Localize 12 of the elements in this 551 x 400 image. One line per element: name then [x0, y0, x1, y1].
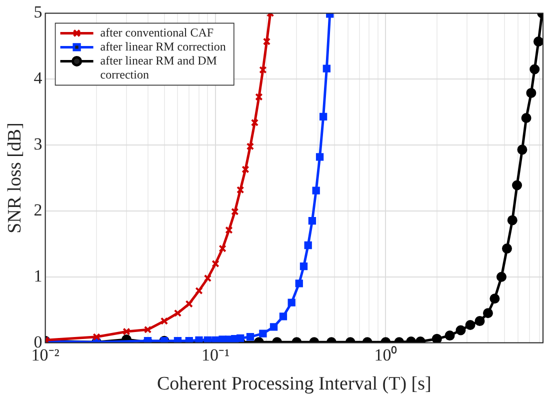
- legend-label: after conventional CAF: [100, 25, 214, 40]
- y-tick-label: 1: [34, 266, 42, 286]
- y-tick-label: 2: [34, 200, 42, 220]
- y-tick-label: 5: [34, 2, 42, 22]
- legend-label: after linear RM correction: [100, 39, 226, 54]
- x-axis-title: Coherent Processing Interval (T) [s]: [156, 374, 432, 395]
- legend-label: after linear RM and DM correction: [100, 53, 218, 82]
- x-tick-label: 10⁻¹: [201, 345, 230, 364]
- x-tick-label: 10⁰: [374, 345, 398, 364]
- y-tick-label: 3: [34, 134, 42, 154]
- y-axis-title: SNR loss [dB]: [4, 122, 26, 234]
- y-tick-label: 4: [34, 68, 43, 88]
